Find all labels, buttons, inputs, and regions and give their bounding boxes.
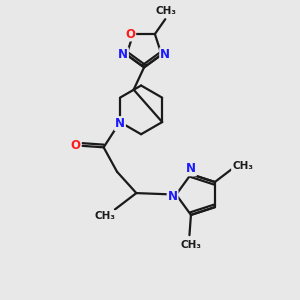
Text: CH₃: CH₃ [95, 211, 116, 221]
Text: N: N [118, 48, 128, 61]
Text: O: O [125, 28, 135, 40]
Text: CH₃: CH₃ [232, 161, 253, 171]
Text: CH₃: CH₃ [180, 240, 201, 250]
Text: N: N [160, 48, 170, 61]
Text: N: N [168, 190, 178, 203]
Text: N: N [115, 117, 125, 130]
Text: N: N [186, 162, 196, 176]
Text: CH₃: CH₃ [155, 6, 176, 16]
Text: O: O [71, 139, 81, 152]
